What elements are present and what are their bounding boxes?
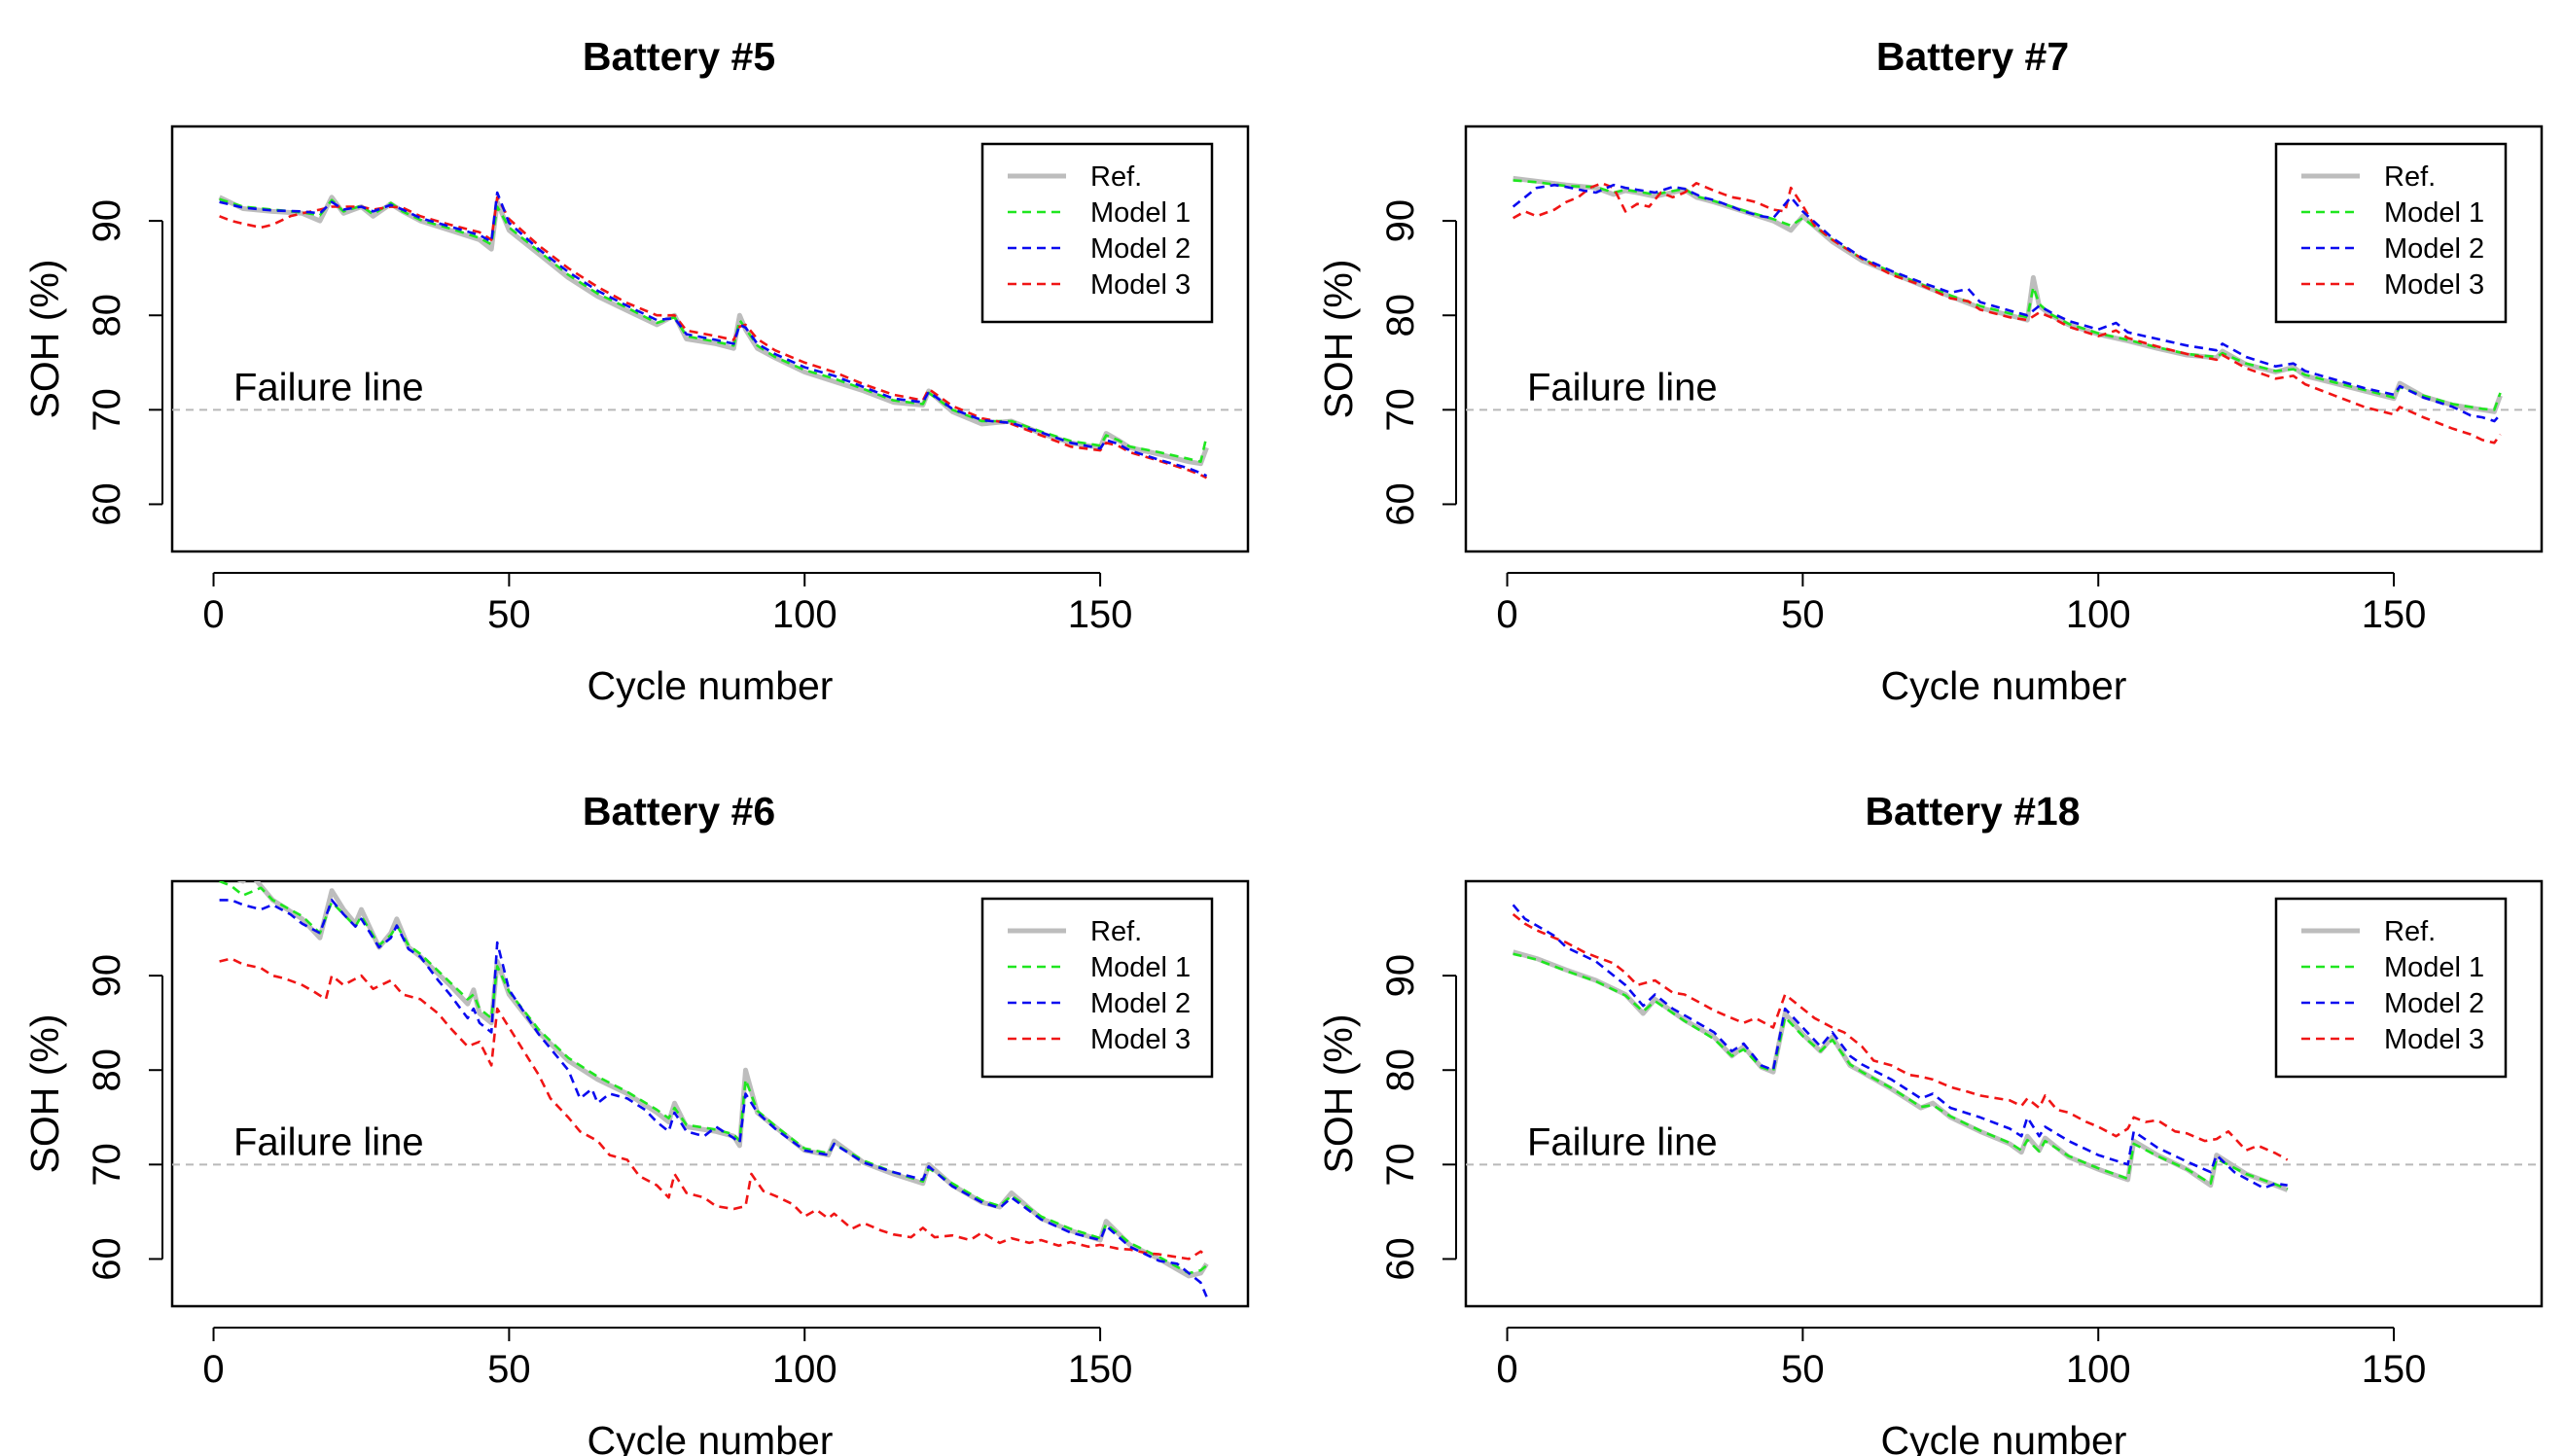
plot-frame [1464,879,2544,1308]
y-tick-label: 90 [86,954,128,998]
legend-label: Model 3 [2384,269,2484,301]
series-line-model-1 [1513,952,2289,1190]
x-tick-label: 100 [2066,593,2131,636]
legend-label: Model 3 [1090,1024,1191,1055]
x-tick-label: 100 [2066,1348,2131,1391]
chart-panel-2: Battery #7 0 50 100 150 Cycle number 60 70 80 90 S… [1316,34,2544,708]
legend-label: Model 1 [1090,952,1191,983]
legend: Ref. Model 1 Model 2 Model 3 [980,897,1214,1079]
x-tick-label: 0 [1496,593,1517,636]
plot-frame [1464,124,2544,553]
chart-title: Battery #18 [1865,789,2080,834]
plot-frame [170,124,1250,553]
plot-frame [170,879,1250,1308]
failure-line-label: Failure line [1527,1120,1718,1163]
y-tick-label: 70 [1379,388,1422,432]
series-line-model-2 [219,191,1208,478]
chart-panel-4: Battery #18 0 50 100 150 Cycle number 60 70 80 90… [1316,789,2544,1456]
x-tick-label: 150 [1068,1348,1133,1391]
legend-label: Model 3 [2384,1024,2484,1055]
y-tick-label: 70 [86,388,128,432]
chart-panel-1: Battery #5 0 50 100 150 Cycle number 60 70 80 90 S… [22,34,1250,708]
legend-label: Model 1 [2384,197,2484,229]
x-tick-label: 0 [202,593,224,636]
failure-line-label: Failure line [1527,366,1718,408]
y-tick-label: 60 [1379,1237,1422,1281]
legend: Ref. Model 1 Model 2 Model 3 [2274,142,2508,324]
series-line-model-3 [1512,182,2502,444]
legend-label: Model 1 [1090,197,1191,229]
chart-panel-3: Battery #6 0 50 100 150 Cycle number 60 70 80 90 S… [22,789,1250,1456]
chart-title: Battery #5 [583,34,775,79]
y-tick-label: 80 [86,294,128,337]
x-tick-label: 50 [487,1348,531,1391]
x-axis-label: Cycle number [1881,663,2127,708]
legend-label: Model 2 [2384,233,2484,265]
series-line-model-3 [1512,912,2289,1161]
legend-label: Model 2 [1090,988,1191,1019]
series-line-model-1 [219,197,1208,464]
x-axis-label: Cycle number [1881,1418,2127,1456]
y-tick-label: 70 [86,1143,128,1187]
y-axis-label: SOH (%) [1316,1014,1361,1174]
x-tick-label: 50 [487,593,531,636]
y-tick-label: 60 [86,1237,128,1281]
failure-line-label: Failure line [233,366,424,408]
x-tick-label: 100 [772,593,837,636]
legend-label: Ref. [1090,916,1142,947]
y-axis-label: SOH (%) [22,260,67,419]
series-line-model-2 [1512,183,2502,423]
legend: Ref. Model 1 Model 2 Model 3 [2274,897,2508,1079]
legend-label: Ref. [1090,161,1142,193]
y-tick-label: 80 [86,1048,128,1092]
chart-title: Battery #7 [1876,34,2069,79]
x-tick-label: 50 [1781,593,1825,636]
x-axis-label: Cycle number [588,1418,834,1456]
x-tick-label: 100 [772,1348,837,1391]
legend-label: Model 1 [2384,952,2484,983]
x-tick-label: 0 [202,1348,224,1391]
series-line-model-1 [219,881,1208,1275]
x-tick-label: 0 [1496,1348,1517,1391]
y-tick-label: 80 [1379,294,1422,337]
x-tick-label: 150 [2362,1348,2427,1391]
legend-label: Model 2 [2384,988,2484,1019]
y-tick-label: 70 [1379,1143,1422,1187]
legend-label: Model 3 [1090,269,1191,301]
x-tick-label: 150 [1068,593,1133,636]
x-tick-label: 50 [1781,1348,1825,1391]
x-tick-label: 150 [2362,593,2427,636]
y-tick-label: 60 [1379,482,1422,526]
series-line-model-1 [1513,179,2502,411]
legend: Ref. Model 1 Model 2 Model 3 [980,142,1214,324]
y-tick-label: 90 [86,199,128,243]
legend-label: Ref. [2384,161,2436,193]
legend-label: Model 2 [1090,233,1191,265]
series-line-model-3 [219,957,1208,1261]
chart-title: Battery #6 [583,789,775,834]
series-line-model-2 [219,899,1208,1297]
y-tick-label: 90 [1379,954,1422,998]
y-axis-label: SOH (%) [1316,260,1361,419]
y-axis-label: SOH (%) [22,1014,67,1174]
legend-label: Ref. [2384,916,2436,947]
y-tick-label: 90 [1379,199,1422,243]
failure-line-label: Failure line [233,1120,424,1163]
y-tick-label: 80 [1379,1048,1422,1092]
y-tick-label: 60 [86,482,128,526]
series-line-model-2 [1512,904,2288,1190]
x-axis-label: Cycle number [588,663,834,708]
